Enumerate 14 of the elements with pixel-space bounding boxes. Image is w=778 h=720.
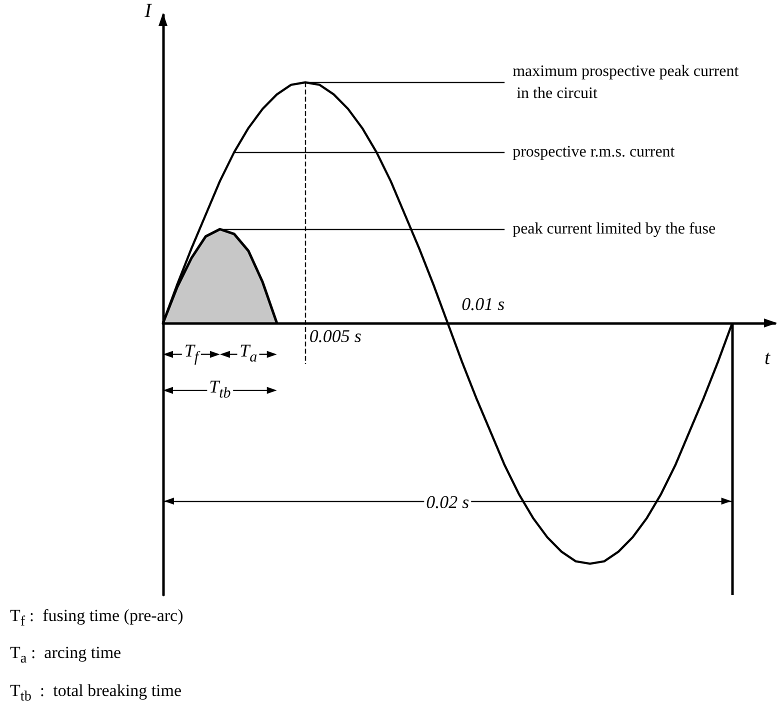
text: T$_{a}$ : arcing time xyxy=(10,642,122,669)
text: T$_{tb}$ : total breaking time xyxy=(10,680,183,706)
annotation: T$_{a}$ xyxy=(238,341,260,368)
ref-line-label: 0.02 s xyxy=(426,492,470,512)
annotation: 0.005 s xyxy=(309,326,362,346)
text: T$_{f}$ : fusing time (pre-arc) xyxy=(10,605,184,632)
annotation: T$_{f}$ xyxy=(182,341,201,368)
annotation: T$_{tb}$ xyxy=(207,377,233,404)
annotation: 0.01 s xyxy=(462,294,505,314)
x-axis-title: t xyxy=(764,347,770,369)
annotation: peak current limited by the fuse xyxy=(512,220,716,238)
y-axis-title: I xyxy=(144,0,153,22)
annotation: prospective r.m.s. current xyxy=(512,144,676,161)
annotation: maximum prospective peak current in the circuit xyxy=(512,62,740,102)
